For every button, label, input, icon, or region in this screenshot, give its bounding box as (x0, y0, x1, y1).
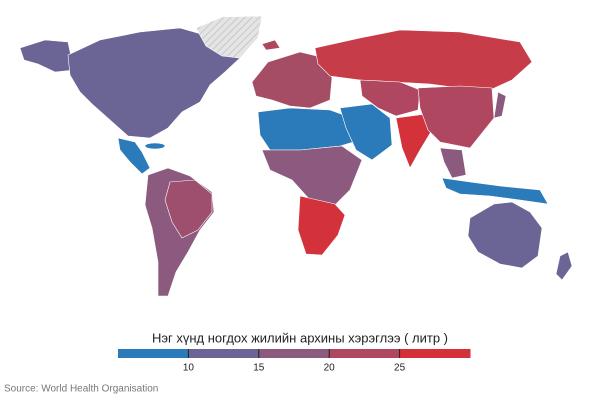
colorbar-segment (188, 349, 260, 358)
europe (251, 51, 333, 109)
source: Source: World Health Organisation (4, 384, 158, 395)
central-america (117, 137, 151, 175)
iceland (261, 39, 281, 51)
new-zealand (555, 251, 573, 281)
japan (493, 91, 507, 119)
middle-east (339, 103, 393, 161)
caribbean (144, 142, 166, 150)
southern-africa (297, 195, 346, 256)
colorbar-segment (329, 349, 401, 358)
tick-label: 25 (394, 363, 406, 374)
legend-title: Нэг хүнд ногдох жилийн архины хэрэглээ (… (152, 330, 448, 345)
russia (314, 29, 533, 91)
colorbar-segment (258, 349, 330, 358)
tick-label: 20 (324, 363, 336, 374)
brazil (164, 179, 213, 239)
alaska (19, 39, 75, 73)
colorbar-segment (399, 349, 471, 358)
legend: Нэг хүнд ногдох жилийн архины хэрэглээ (… (118, 330, 471, 374)
china (417, 85, 495, 149)
tick-label: 15 (253, 363, 265, 374)
australia (467, 201, 543, 269)
central-africa (261, 145, 363, 206)
north-africa (257, 107, 361, 151)
southeast-asia (439, 147, 467, 179)
north-america (67, 27, 241, 139)
colorbar-segment (118, 349, 189, 358)
central-asia (359, 79, 421, 117)
indonesia (441, 177, 549, 205)
countries (19, 15, 573, 297)
tick-label: 10 (183, 363, 195, 374)
greenland (195, 15, 263, 59)
